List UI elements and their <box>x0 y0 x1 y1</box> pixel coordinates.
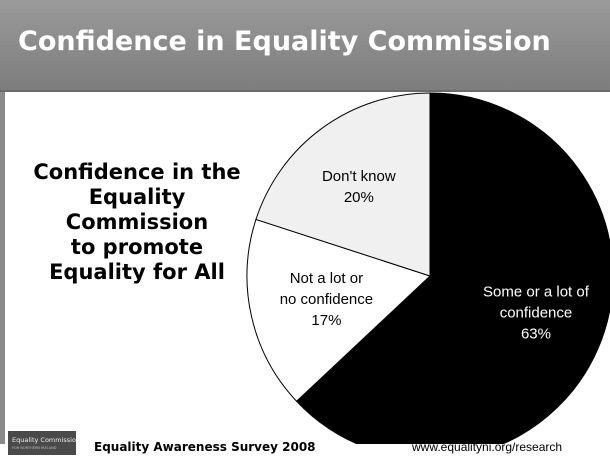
equality-commission-logo: Equality Commission FOR NORTHERN IRELAND <box>8 431 80 455</box>
left-accent-rule <box>0 92 5 444</box>
slice-value-label: 17% <box>311 312 341 329</box>
description-line: Equality for All <box>49 260 225 284</box>
slice-category-label: Not a lot or <box>290 270 363 287</box>
chart-description: Confidence in the Equality Commission to… <box>12 160 262 285</box>
slice-category-label: no confidence <box>280 291 373 308</box>
logo-text: Equality Commission <box>12 436 81 444</box>
pie-slice <box>255 92 431 277</box>
source-url: www.equalityni.org/research <box>412 440 563 454</box>
survey-label: Equality Awareness Survey 2008 <box>94 440 316 454</box>
description-line: Commission <box>65 210 209 234</box>
slice-category-label: Don't know <box>322 168 396 185</box>
slice-label: Not a lot or no confidence 17% <box>280 270 373 329</box>
pie-slice <box>246 218 431 402</box>
footer-bar <box>0 444 610 461</box>
description-line: to promote <box>70 235 204 259</box>
logo-subtext: FOR NORTHERN IRELAND <box>12 446 57 450</box>
slice-value-label: 63% <box>521 325 551 342</box>
slice-category-label: Some or a lot of <box>483 283 590 300</box>
description-line: Confidence in the <box>33 160 241 184</box>
slice-category-label: confidence <box>500 304 573 321</box>
slide-title: Confidence in Equality Commission <box>18 26 551 57</box>
slice-label: Don't know 20% <box>322 168 396 206</box>
slice-value-label: 20% <box>344 189 374 206</box>
slice-label: Some or a lot of confidence 63% <box>483 283 590 342</box>
header-bar: Confidence in Equality Commission <box>0 0 610 92</box>
description-line: Equality <box>88 185 186 209</box>
